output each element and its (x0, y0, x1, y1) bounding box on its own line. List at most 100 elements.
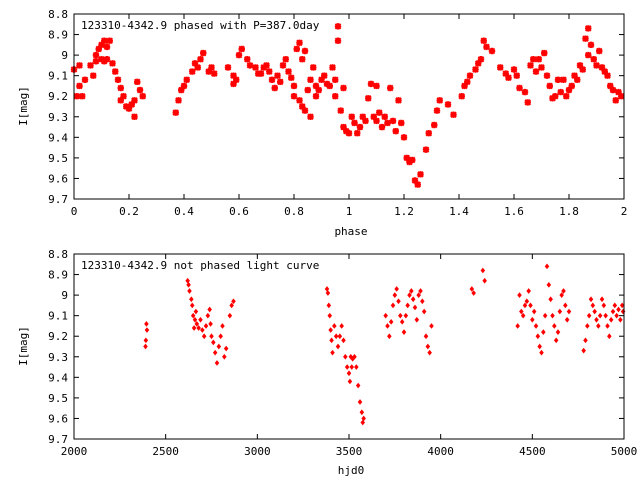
unphased-data-point (193, 308, 199, 315)
phased-data-point (180, 82, 188, 90)
unphased-y-tick-label: 9 (61, 289, 68, 302)
phased-data-point (381, 113, 389, 121)
unphased-y-tick-label: 9.7 (48, 433, 68, 446)
phased-data-point (584, 51, 592, 59)
phased-data-point (340, 84, 347, 92)
phased-data-point (389, 117, 397, 125)
phased-data-point (612, 97, 620, 104)
phased-data-point (205, 68, 213, 75)
unphased-data-point (211, 339, 216, 346)
unphased-data-point (394, 286, 399, 292)
phased-data-point (230, 80, 237, 88)
phased-x-tick-label: 0.6 (229, 205, 249, 218)
phased-data-point (565, 86, 573, 94)
unphased-data-point (469, 286, 475, 292)
unphased-data-point (614, 312, 619, 319)
unphased-x-tick-label: 4000 (427, 445, 454, 458)
phased-data-point (540, 49, 548, 57)
phased-data-point (125, 105, 133, 112)
phased-data-point (375, 109, 383, 116)
phased-x-tick-label: 0.2 (119, 205, 139, 218)
phased-y-tick-label: 9.5 (48, 152, 68, 165)
phased-data-point (177, 86, 185, 94)
unphased-data-point (343, 353, 348, 360)
phased-x-tick-label: 0.4 (174, 205, 194, 218)
phased-data-point (408, 156, 416, 164)
phased-data-point (606, 82, 614, 90)
phased-data-point (351, 119, 358, 127)
phased-data-point (617, 92, 625, 100)
phased-data-point (285, 68, 292, 75)
unphased-data-point (144, 321, 149, 327)
phased-data-point (208, 64, 215, 71)
unphased-data-point (190, 312, 196, 319)
phased-y-tick-label: 8.8 (48, 8, 68, 21)
unphased-panel: 123310-4342.9 not phased light curve hjd… (17, 248, 637, 477)
unphased-data-point (143, 343, 148, 350)
phased-data-point (252, 64, 259, 71)
unphased-data-point (403, 312, 409, 319)
phased-data-point (466, 72, 474, 79)
phased-data-point (331, 76, 339, 84)
phased-data-point (384, 119, 391, 127)
unphased-data-point (566, 308, 572, 315)
phased-data-point (595, 47, 603, 55)
unphased-data-point (220, 323, 225, 329)
unphased-data-point (227, 312, 233, 319)
phased-data-point (76, 82, 83, 90)
unphased-data-point (398, 312, 403, 319)
phased-data-point (274, 72, 281, 79)
unphased-data-point (383, 312, 388, 319)
unphased-data-point (354, 364, 359, 370)
phased-data-point (282, 55, 290, 63)
phased-data-point (92, 58, 100, 65)
phased-data-point (516, 84, 523, 92)
phased-data-point (400, 134, 408, 141)
phased-data-point (353, 129, 361, 137)
phased-data-point (320, 72, 328, 79)
unphased-data-point (328, 327, 333, 333)
unphased-data-point (531, 308, 537, 315)
phased-data-point (422, 146, 430, 153)
phased-data-point (560, 76, 567, 84)
phased-data-point (373, 82, 380, 90)
phased-data-point (133, 78, 141, 86)
unphased-y-tick-label: 9.3 (48, 351, 68, 364)
phased-data-point (474, 60, 482, 67)
unphased-data-point (360, 419, 366, 426)
phased-x-tick-label: 2 (621, 205, 628, 218)
unphased-data-point (596, 323, 601, 329)
unphased-data-point (207, 306, 212, 313)
unphased-data-point (541, 329, 546, 335)
phased-data-point (480, 37, 488, 44)
phased-data-point (117, 84, 125, 92)
phased-data-point (538, 64, 545, 71)
unphased-data-point (581, 347, 586, 354)
phased-data-point (373, 117, 380, 125)
unphased-y-axis-label: I[mag] (17, 326, 30, 366)
unphased-data-point (553, 337, 559, 344)
phased-data-point (510, 66, 518, 73)
unphased-data-point (194, 321, 200, 327)
phased-data-point (334, 37, 342, 44)
phased-data-point (109, 60, 116, 67)
unphased-data-point (196, 325, 201, 331)
phased-data-point (298, 103, 306, 110)
phased-data-point (114, 76, 122, 84)
unphased-data-point (392, 292, 398, 298)
phased-data-point (463, 78, 471, 86)
unphased-data-point (610, 308, 616, 315)
unphased-data-point (325, 290, 331, 296)
unphased-data-point (399, 318, 405, 325)
phased-data-point (529, 55, 537, 63)
phased-data-point (106, 37, 114, 44)
phased-data-point (139, 92, 147, 100)
phased-data-point (370, 113, 378, 121)
unphased-data-point (612, 302, 618, 309)
unphased-data-point (214, 360, 220, 366)
phased-data-point (296, 97, 303, 104)
unphased-data-point (200, 327, 205, 333)
unphased-x-axis-label: hjd0 (338, 464, 365, 477)
unphased-data-point (401, 329, 407, 335)
phased-data-point (76, 62, 83, 69)
